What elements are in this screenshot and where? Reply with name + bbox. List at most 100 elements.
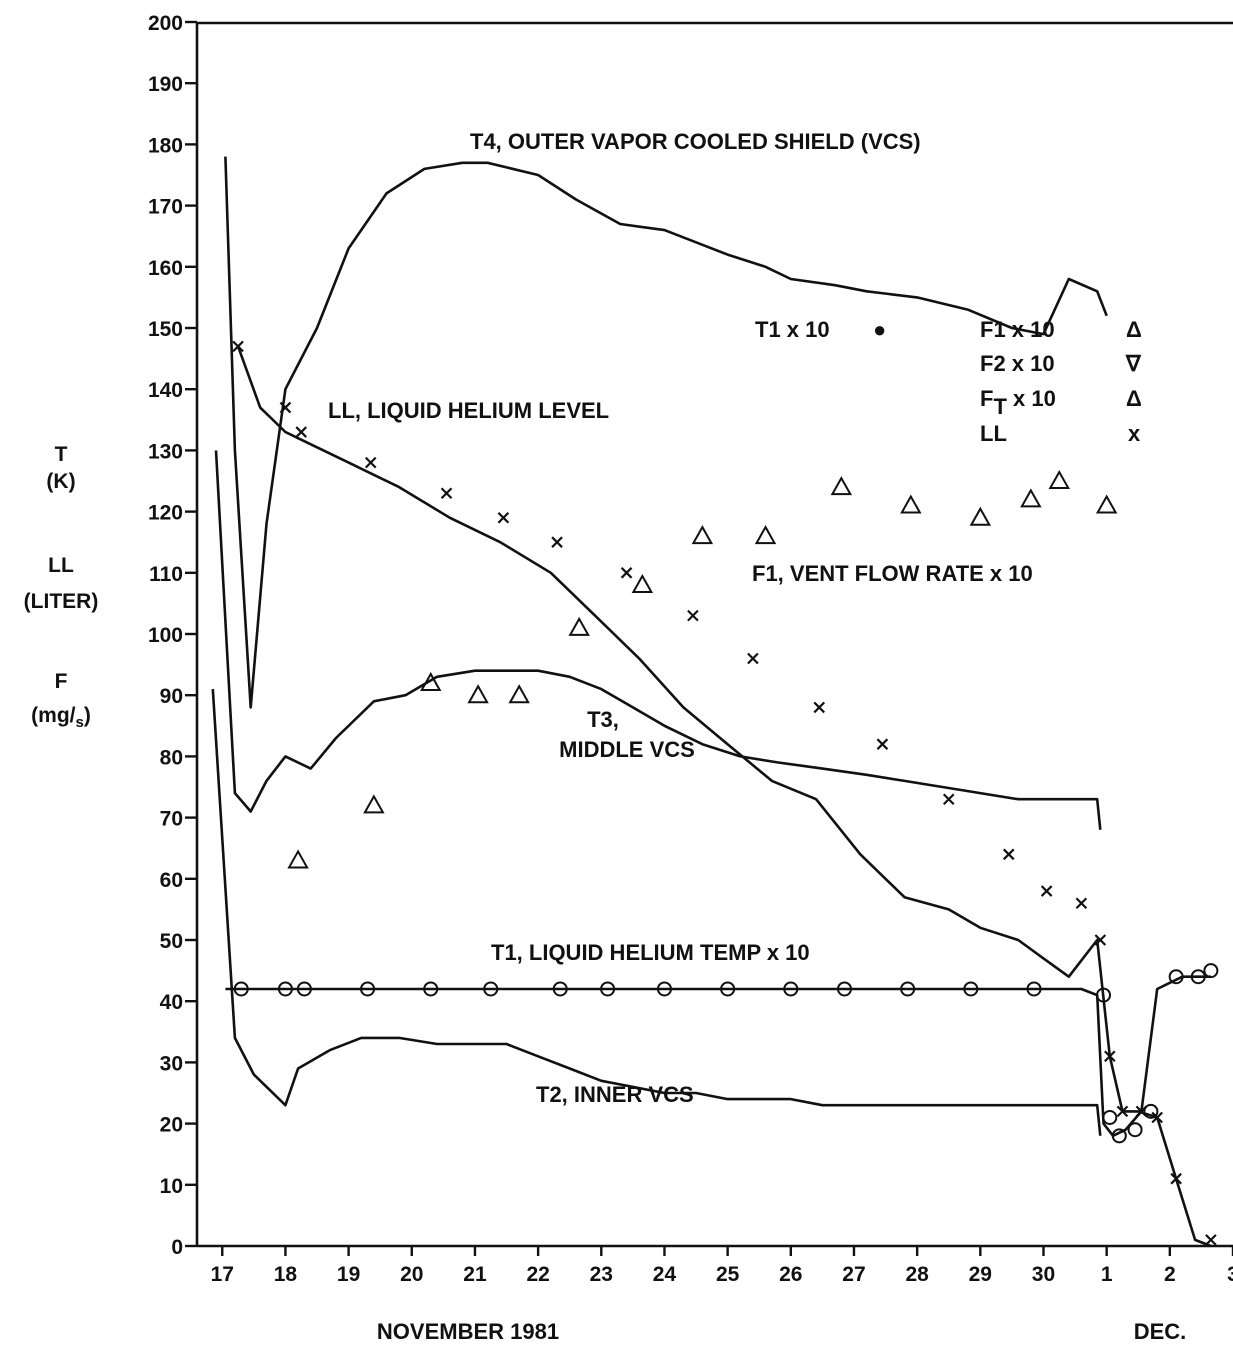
y-ticks: 0 10 20 30 40 50 60 70 80 90 100 110 120 130 140 150 160…	[148, 12, 197, 1259]
t1-circle-marker	[900, 981, 916, 997]
curves	[211, 156, 1212, 1248]
t1-circle-marker	[1111, 1128, 1127, 1144]
series-t3-line	[214, 450, 1102, 830]
ll-cross-marker	[1094, 934, 1107, 946]
y-label-flow-sub: s	[75, 714, 83, 731]
y-tick-label: 80	[160, 746, 183, 769]
f1-triangle-marker	[568, 616, 590, 636]
y-tick-label: 0	[171, 1236, 183, 1259]
y-label-t: T	[55, 443, 68, 466]
ll-cross-marker	[232, 340, 244, 353]
x-tick-label: 25	[716, 1263, 740, 1286]
legend-ft-label: FT x 10	[980, 386, 1056, 419]
t1-circle-marker	[360, 981, 376, 997]
ll-cross-marker	[295, 426, 308, 438]
t1-circle-marker	[1168, 969, 1184, 985]
y-label-ll: LL	[48, 554, 74, 577]
y-tick-label: 200	[148, 12, 183, 35]
series-t4-line	[224, 156, 1108, 709]
annotation-t4: T4, OUTER VAPOR COOLED SHIELD (VCS)	[470, 129, 921, 154]
ll-cross-marker	[551, 536, 563, 548]
legend-ll-marker: x	[1128, 421, 1141, 446]
y-tick-label: 10	[160, 1175, 183, 1198]
y-label-flow-base: (mg/	[31, 704, 75, 727]
legend-f2-marker: ∇	[1125, 351, 1142, 376]
y-tick-label: 70	[160, 808, 183, 831]
y-tick-label: 40	[160, 991, 183, 1014]
f1-triangle-marker	[754, 525, 777, 545]
t1-circle-marker	[1127, 1122, 1143, 1138]
t1-circle-marker	[1190, 969, 1206, 985]
series-ll-line	[236, 345, 1212, 1248]
t1-circle-marker	[552, 981, 568, 997]
y-label-k: (K)	[46, 470, 75, 493]
y-tick-label: 170	[148, 196, 183, 219]
ll-cross-marker	[1135, 1105, 1148, 1118]
annotation-f1: F1, VENT FLOW RATE x 10	[752, 561, 1033, 586]
x-group-label-november: NOVEMBER 1981	[377, 1319, 559, 1344]
y-tick-label: 140	[148, 379, 183, 402]
series-t1-line	[225, 975, 1211, 1138]
ll-cross-marker	[1116, 1105, 1129, 1118]
f1-triangle-marker	[287, 849, 309, 869]
y-label-flow-end: )	[84, 704, 91, 727]
y-tick-label: 190	[148, 73, 183, 96]
legend-ft-base: F	[980, 386, 993, 411]
ll-cross-marker	[620, 567, 633, 579]
x-tick-label: 1	[1101, 1263, 1113, 1286]
y-label-liter: (LITER)	[24, 590, 99, 613]
x-tick-label: 23	[590, 1263, 613, 1286]
x-tick-label: 19	[337, 1263, 360, 1286]
ll-cross-marker	[1075, 897, 1088, 910]
y-axis-label: T (K) LL (LITER) F (mg/s)	[24, 443, 99, 731]
x-tick-label: 24	[653, 1263, 677, 1286]
ll-cross-marker	[440, 487, 453, 500]
x-tick-label: 26	[779, 1263, 802, 1286]
y-tick-label: 180	[148, 134, 183, 157]
ll-cross-marker	[279, 401, 292, 414]
ll-cross-marker	[876, 738, 889, 750]
y-tick-label: 110	[149, 563, 183, 586]
f1-triangle-marker	[969, 506, 992, 526]
ll-cross-marker	[1040, 885, 1053, 897]
t1-circle-marker	[1102, 1109, 1118, 1125]
x-ticks: 1718192021222324252627282930123	[211, 1246, 1233, 1286]
y-tick-label: 150	[148, 318, 183, 341]
annotation-t3-line2: MIDDLE VCS	[559, 737, 695, 762]
annotation-t1: T1, LIQUID HELIUM TEMP x 10	[491, 940, 810, 965]
f1-triangle-marker	[420, 671, 442, 691]
f1-triangle-marker	[691, 525, 714, 545]
x-tick-label: 3	[1227, 1263, 1233, 1286]
y-tick-label: 130	[148, 440, 183, 463]
f1-triangle-marker	[363, 794, 385, 814]
legend-ll-label: LL	[980, 421, 1007, 446]
t1-circle-marker	[656, 981, 672, 997]
x-tick-label: 20	[400, 1263, 423, 1286]
x-tick-label: 2	[1164, 1263, 1176, 1286]
legend-ft-rest: x 10	[1007, 386, 1056, 411]
legend-t1-marker: ●	[873, 317, 886, 342]
ll-cross-marker	[813, 701, 826, 714]
x-group-label-december: DEC.	[1134, 1319, 1187, 1344]
annotation-t2: T2, INNER VCS	[536, 1082, 694, 1107]
ll-cross-marker	[747, 652, 759, 665]
markers	[232, 340, 1219, 1246]
f1-triangle-marker	[467, 684, 489, 704]
x-tick-label: 17	[211, 1263, 234, 1286]
t1-circle-marker	[600, 981, 616, 997]
legend: T1 x 10 ● F1 x 10 Δ F2 x 10 ∇ FT x 10 Δ …	[755, 317, 1142, 446]
y-tick-label: 30	[160, 1052, 183, 1075]
y-tick-label: 20	[160, 1114, 183, 1137]
x-tick-label: 18	[274, 1263, 298, 1286]
f1-triangle-marker	[631, 574, 654, 594]
y-tick-label: 120	[148, 502, 183, 525]
y-tick-label: 100	[148, 624, 183, 647]
legend-ft-marker: Δ	[1126, 386, 1142, 411]
y-tick-label: 160	[148, 257, 183, 280]
ll-cross-marker	[1151, 1111, 1163, 1124]
annotation-ll: LL, LIQUID HELIUM LEVEL	[328, 398, 609, 423]
t1-circle-marker	[963, 981, 979, 997]
legend-f1-label: F1 x 10	[980, 317, 1055, 342]
y-tick-label: 50	[160, 930, 183, 953]
